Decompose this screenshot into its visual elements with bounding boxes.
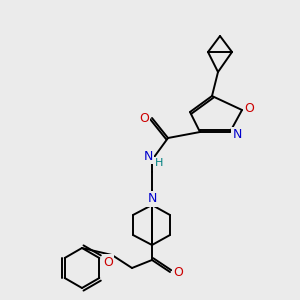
Text: H: H xyxy=(155,158,163,168)
Text: O: O xyxy=(173,266,183,278)
Text: N: N xyxy=(232,128,242,142)
Text: O: O xyxy=(139,112,149,124)
Text: O: O xyxy=(244,101,254,115)
Text: N: N xyxy=(147,193,157,206)
Text: O: O xyxy=(103,256,113,268)
Text: N: N xyxy=(143,149,153,163)
